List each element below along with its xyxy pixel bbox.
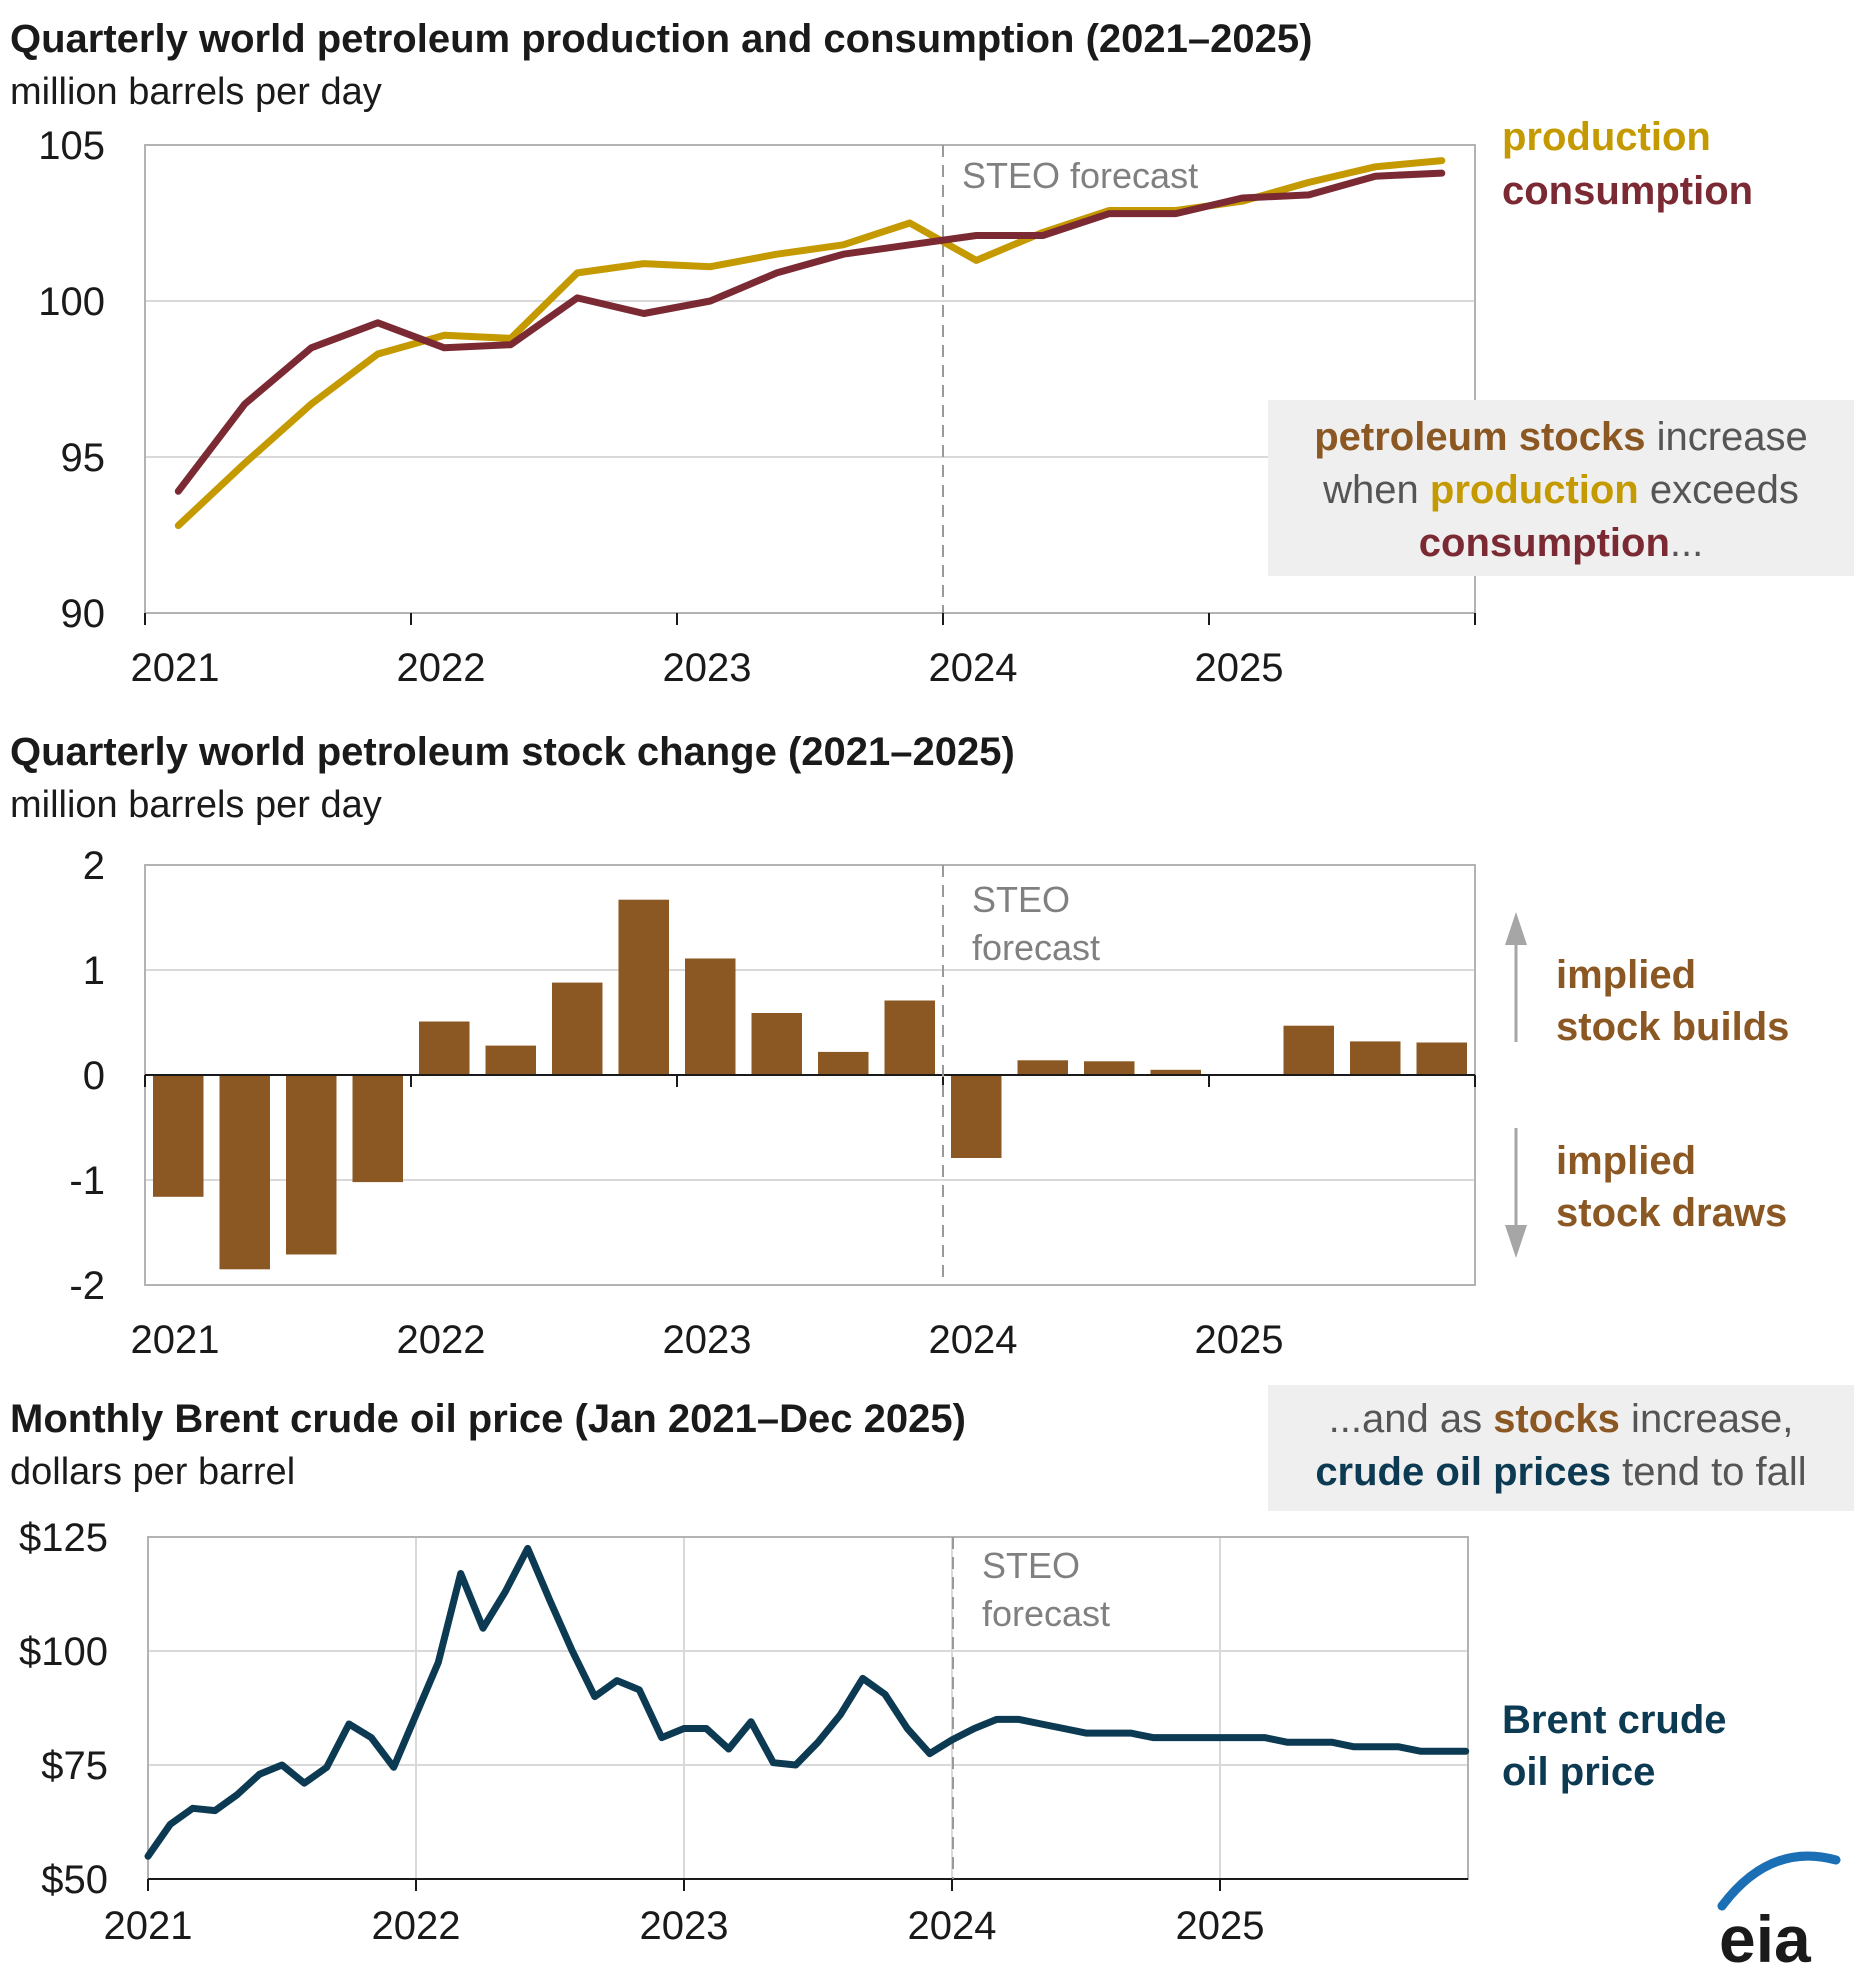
panel2-y-tick-label: -1 xyxy=(69,1159,105,1203)
series-line-production xyxy=(174,157,1446,530)
stock-change-bar xyxy=(352,1075,403,1183)
annotation-line-1: petroleum stocks increase xyxy=(1314,415,1808,459)
panel3-gridlines xyxy=(148,1537,1468,1879)
stock-change-bar xyxy=(951,1075,1002,1158)
panel2-y-axis: -2 -1 0 1 2 xyxy=(69,844,105,1308)
series-line-brent xyxy=(144,1544,1470,1860)
panel1-forecast-label: STEO forecast xyxy=(962,155,1198,196)
panel1-title: Quarterly world petroleum production and… xyxy=(10,17,1312,61)
annotation-box-prices xyxy=(1268,1385,1854,1511)
stock-change-bar xyxy=(1416,1042,1467,1075)
panel3-x-tick-label: 2025 xyxy=(1176,1904,1265,1948)
stock-change-bar xyxy=(219,1075,270,1270)
legend-brent-line1: Brent crude xyxy=(1502,1698,1727,1742)
panel1-x-axis: 2021 2022 2023 2024 2025 xyxy=(131,613,1476,690)
stock-change-bar xyxy=(818,1051,869,1075)
panel2-x-tick-label: 2022 xyxy=(397,1318,486,1362)
panel3-title: Monthly Brent crude oil price (Jan 2021–… xyxy=(10,1397,966,1441)
panel1-subtitle: million barrels per day xyxy=(10,71,382,113)
panel1-y-tick-label: 95 xyxy=(61,436,106,480)
annotation-line-3: consumption... xyxy=(1419,521,1703,565)
panel2-forecast-label-line1: STEO xyxy=(972,879,1070,920)
stock-change-bar xyxy=(485,1045,536,1075)
panel3-x-tick-label: 2021 xyxy=(104,1904,193,1948)
arrow-down-icon xyxy=(1505,1128,1527,1258)
eia-logo-swoosh xyxy=(1717,1851,1841,1911)
panel3-x-axis: 2021 2022 2023 2024 2025 xyxy=(104,1878,1468,1948)
panel3-series-lines xyxy=(144,1544,1470,1860)
panel3-y-tick-label: $75 xyxy=(41,1744,108,1788)
annotation-box-stocks xyxy=(1268,400,1854,576)
stock-change-bar xyxy=(1017,1060,1068,1075)
legend-production: production xyxy=(1502,115,1711,159)
stock-change-bar xyxy=(286,1075,337,1255)
panel3-forecast-label-line2: forecast xyxy=(982,1593,1110,1634)
stock-change-bar xyxy=(153,1075,204,1197)
price-annotation-line-1: ...and as stocks increase, xyxy=(1329,1397,1794,1441)
arrow-up-icon xyxy=(1505,912,1527,1042)
stock-change-bar xyxy=(1350,1041,1401,1075)
panel1-y-tick-label: 105 xyxy=(38,124,105,168)
panel1-x-tick-label: 2023 xyxy=(663,646,752,690)
price-annotation-line-2: crude oil prices tend to fall xyxy=(1315,1450,1806,1494)
panel3-x-tick-label: 2022 xyxy=(372,1904,461,1948)
stock-change-bar xyxy=(685,958,736,1075)
series-line-consumption xyxy=(174,169,1446,495)
panel2-x-axis: 2021 2022 2023 2024 2025 xyxy=(131,1075,1476,1362)
panel1-y-axis: 90 95 100 105 xyxy=(38,124,105,636)
panel1-gridlines xyxy=(145,300,1475,458)
legend-brent-line2: oil price xyxy=(1502,1750,1655,1794)
panel1-x-tick-label: 2024 xyxy=(929,646,1018,690)
panel2-bars xyxy=(153,899,1467,1270)
panel1-y-tick-label: 100 xyxy=(38,280,105,324)
panel2-y-tick-label: 1 xyxy=(83,949,105,993)
annotation-line-2: when production exceeds xyxy=(1322,468,1799,512)
stock-change-bar xyxy=(419,1021,470,1075)
stock-change-bar xyxy=(751,1013,802,1075)
panel3-y-axis: $50 $75 $100 $125 xyxy=(19,1516,108,1902)
panel2-x-tick-label: 2025 xyxy=(1195,1318,1284,1362)
stock-change-bar xyxy=(1084,1061,1135,1075)
stock-change-bar xyxy=(618,899,669,1075)
panel3-y-tick-label: $100 xyxy=(19,1630,108,1674)
legend-builds-line1: implied xyxy=(1556,953,1696,997)
panel2-x-tick-label: 2021 xyxy=(131,1318,220,1362)
legend-builds-line2: stock builds xyxy=(1556,1005,1789,1049)
panel2-y-tick-label: 2 xyxy=(83,844,105,888)
eia-logo: eia xyxy=(1717,1851,1841,1976)
panel3-forecast-label-line1: STEO xyxy=(982,1545,1080,1586)
eia-logo-text: eia xyxy=(1719,1902,1812,1976)
panel3-x-tick-label: 2024 xyxy=(908,1904,997,1948)
panel2-y-tick-label: 0 xyxy=(83,1054,105,1098)
panel3-plot-frame xyxy=(147,1536,1469,1880)
panel3-x-tick-label: 2023 xyxy=(640,1904,729,1948)
panel3-subtitle: dollars per barrel xyxy=(10,1451,295,1493)
stock-change-bar xyxy=(552,982,603,1075)
panel3-y-tick-label: $50 xyxy=(41,1858,108,1902)
stock-change-bar xyxy=(884,1000,935,1075)
legend-draws-line2: stock draws xyxy=(1556,1191,1787,1235)
panel1-x-tick-label: 2025 xyxy=(1195,646,1284,690)
panel2-subtitle: million barrels per day xyxy=(10,784,382,826)
panel1-x-tick-label: 2022 xyxy=(397,646,486,690)
panel2-forecast-label-line2: forecast xyxy=(972,927,1100,968)
panel2-title: Quarterly world petroleum stock change (… xyxy=(10,730,1015,774)
panel1-plot-frame xyxy=(144,144,1476,614)
legend-draws-line1: implied xyxy=(1556,1139,1696,1183)
panel2-x-tick-label: 2023 xyxy=(663,1318,752,1362)
panel2-y-tick-label: -2 xyxy=(69,1264,105,1308)
panel1-series-lines xyxy=(174,157,1446,530)
panel3-y-tick-label: $125 xyxy=(19,1516,108,1560)
stock-change-bar xyxy=(1150,1069,1201,1076)
panel2-x-tick-label: 2024 xyxy=(929,1318,1018,1362)
panel1-y-tick-label: 90 xyxy=(61,592,106,636)
legend-consumption: consumption xyxy=(1502,169,1753,213)
panel1-x-tick-label: 2021 xyxy=(131,646,220,690)
stock-change-bar xyxy=(1283,1025,1334,1075)
